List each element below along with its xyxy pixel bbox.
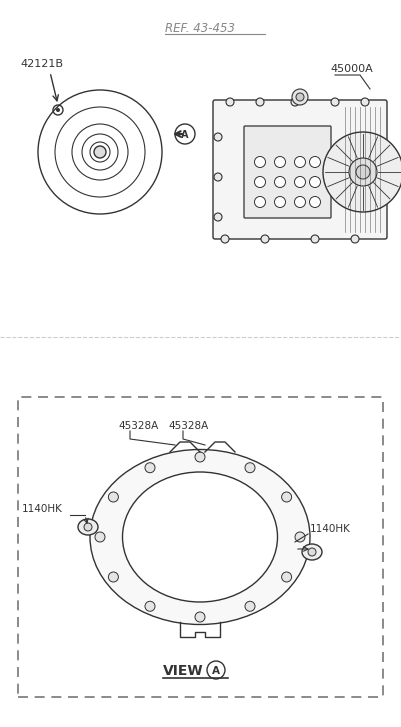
Circle shape [310,177,320,188]
FancyBboxPatch shape [213,100,387,239]
Circle shape [361,98,369,106]
Bar [18,397,383,697]
Circle shape [214,133,222,141]
Circle shape [294,156,306,167]
Circle shape [221,235,229,243]
Circle shape [214,213,222,221]
Text: REF. 43-453: REF. 43-453 [165,22,235,35]
Circle shape [294,177,306,188]
Ellipse shape [90,449,310,624]
Circle shape [308,548,316,556]
Ellipse shape [78,519,98,535]
Circle shape [261,235,269,243]
Circle shape [256,98,264,106]
Circle shape [95,532,105,542]
Circle shape [145,462,155,473]
Circle shape [349,158,377,186]
Circle shape [356,165,370,179]
Circle shape [275,156,286,167]
Circle shape [145,601,155,611]
Text: 1140HK: 1140HK [22,504,63,514]
Circle shape [311,235,319,243]
Circle shape [295,532,305,542]
Circle shape [226,98,234,106]
Text: A: A [212,666,220,676]
Circle shape [310,156,320,167]
Text: 45000A: 45000A [330,64,373,74]
Circle shape [94,146,106,158]
Circle shape [255,177,265,188]
Circle shape [292,89,308,105]
Circle shape [214,173,222,181]
Ellipse shape [122,472,277,602]
Text: A: A [181,130,188,140]
Text: 42121B: 42121B [20,59,63,69]
Circle shape [195,612,205,622]
Circle shape [294,196,306,207]
Circle shape [84,523,92,531]
Circle shape [245,601,255,611]
Circle shape [108,572,118,582]
Circle shape [323,132,401,212]
Circle shape [282,572,292,582]
Circle shape [255,196,265,207]
Circle shape [291,98,299,106]
Circle shape [108,492,118,502]
Text: 45328A: 45328A [118,421,158,431]
Circle shape [245,462,255,473]
Circle shape [310,196,320,207]
Text: 45328A: 45328A [168,421,208,431]
Text: 1140HK: 1140HK [310,524,351,534]
Circle shape [255,156,265,167]
FancyBboxPatch shape [244,126,331,218]
Circle shape [282,492,292,502]
Circle shape [195,452,205,462]
Text: VIEW: VIEW [163,664,204,678]
Circle shape [331,98,339,106]
Circle shape [351,235,359,243]
Circle shape [56,108,60,112]
Circle shape [275,196,286,207]
Ellipse shape [302,544,322,560]
Circle shape [275,177,286,188]
Circle shape [296,93,304,101]
